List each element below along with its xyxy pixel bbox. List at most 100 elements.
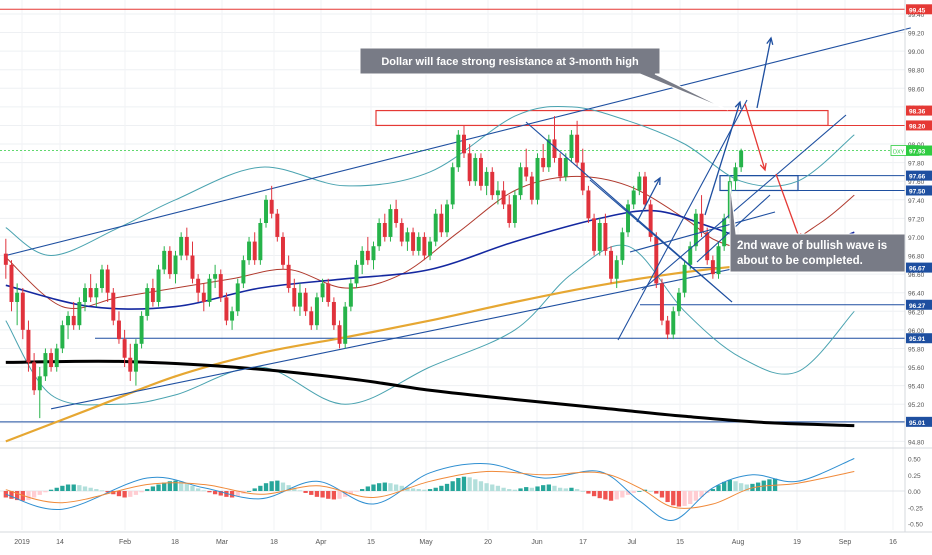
candle-body[interactable] (32, 362, 37, 391)
candle-body[interactable] (535, 157, 540, 200)
candle-body[interactable] (252, 241, 257, 261)
candle-body[interactable] (609, 250, 614, 279)
candle-body[interactable] (348, 283, 353, 307)
candle-body[interactable] (569, 134, 574, 158)
candle-body[interactable] (88, 288, 93, 298)
candle-body[interactable] (507, 204, 512, 223)
candle-body[interactable] (659, 283, 664, 321)
candle-body[interactable] (501, 190, 506, 205)
candle-body[interactable] (218, 274, 223, 298)
candle-body[interactable] (592, 218, 597, 251)
candle-body[interactable] (467, 153, 472, 182)
candle-body[interactable] (411, 232, 416, 251)
candle-body[interactable] (184, 236, 189, 256)
candle-body[interactable] (733, 167, 738, 182)
callout-resistance-box[interactable] (359, 47, 729, 111)
candle-body[interactable] (235, 283, 240, 312)
candle-body[interactable] (145, 288, 150, 316)
candle-body[interactable] (15, 292, 20, 302)
candle-body[interactable] (716, 246, 721, 275)
candle-body[interactable] (484, 171, 489, 186)
candle-body[interactable] (739, 150, 744, 168)
candle-body[interactable] (705, 232, 710, 261)
candle-body[interactable] (643, 176, 647, 205)
candle-body[interactable] (343, 306, 348, 344)
candle-body[interactable] (586, 190, 591, 219)
candle-body[interactable] (620, 232, 625, 261)
candle-body[interactable] (269, 199, 274, 214)
candle-body[interactable] (710, 260, 715, 275)
candle-body[interactable] (3, 253, 8, 265)
candle-body[interactable] (139, 315, 144, 344)
candle-body[interactable] (365, 250, 370, 261)
candle-body[interactable] (230, 311, 235, 321)
candle-body[interactable] (162, 250, 167, 270)
candle-body[interactable] (433, 213, 438, 242)
candle-body[interactable] (286, 264, 291, 289)
candle-body[interactable] (179, 236, 184, 256)
candle-body[interactable] (676, 292, 681, 312)
candle-body[interactable] (688, 246, 693, 265)
candle-body[interactable] (20, 292, 25, 330)
candle-body[interactable] (518, 167, 523, 196)
candle-body[interactable] (247, 241, 252, 261)
candle-body[interactable] (490, 171, 495, 196)
candle-body[interactable] (54, 348, 59, 368)
candle-body[interactable] (309, 311, 314, 326)
candle-body[interactable] (207, 278, 212, 302)
candle-body[interactable] (416, 236, 421, 251)
candle-body[interactable] (631, 190, 636, 205)
candle-body[interactable] (77, 301, 82, 326)
candle-body[interactable] (445, 204, 449, 233)
candle-body[interactable] (331, 301, 336, 326)
candle-body[interactable] (541, 157, 546, 168)
candle-body[interactable] (133, 343, 138, 372)
candle-body[interactable] (122, 339, 127, 358)
candle-body[interactable] (512, 195, 517, 223)
candle-body[interactable] (665, 320, 670, 335)
candle-body[interactable] (49, 353, 54, 368)
candle-body[interactable] (371, 246, 376, 261)
candle-body[interactable] (128, 357, 133, 372)
candle-body[interactable] (524, 167, 529, 177)
candle-body[interactable] (156, 269, 161, 302)
candle-body[interactable] (281, 236, 285, 265)
candle-body[interactable] (377, 223, 382, 247)
candle-body[interactable] (60, 325, 65, 349)
candle-body[interactable] (682, 264, 687, 293)
candle-body[interactable] (100, 269, 104, 289)
candle-body[interactable] (648, 204, 653, 237)
candle-body[interactable] (552, 139, 557, 158)
candle-body[interactable] (399, 223, 404, 242)
candle-body[interactable] (558, 157, 563, 177)
candle-body[interactable] (575, 134, 580, 163)
candle-body[interactable] (360, 250, 365, 265)
candle-body[interactable] (116, 320, 121, 340)
candle-body[interactable] (529, 176, 534, 200)
candle-body[interactable] (9, 264, 14, 302)
candle-body[interactable] (654, 236, 659, 284)
candle-body[interactable] (26, 329, 31, 363)
candle-body[interactable] (478, 157, 483, 186)
candle-body[interactable] (297, 292, 302, 307)
candle-body[interactable] (699, 213, 704, 233)
candle-body[interactable] (693, 213, 698, 247)
candle-body[interactable] (637, 176, 642, 191)
candle-body[interactable] (597, 223, 602, 251)
candle-body[interactable] (43, 353, 48, 377)
candle-body[interactable] (173, 255, 178, 275)
candle-body[interactable] (37, 376, 42, 391)
candle-body[interactable] (439, 213, 444, 233)
candle-body[interactable] (462, 134, 466, 154)
candle-body[interactable] (722, 218, 727, 247)
candle-body[interactable] (422, 236, 427, 256)
candle-body[interactable] (388, 209, 393, 237)
candle-body[interactable] (292, 288, 297, 307)
candlesticks[interactable] (3, 116, 744, 419)
candle-body[interactable] (428, 241, 433, 256)
candle-body[interactable] (320, 283, 325, 298)
candle-body[interactable] (241, 260, 246, 284)
candle-body[interactable] (167, 250, 172, 275)
